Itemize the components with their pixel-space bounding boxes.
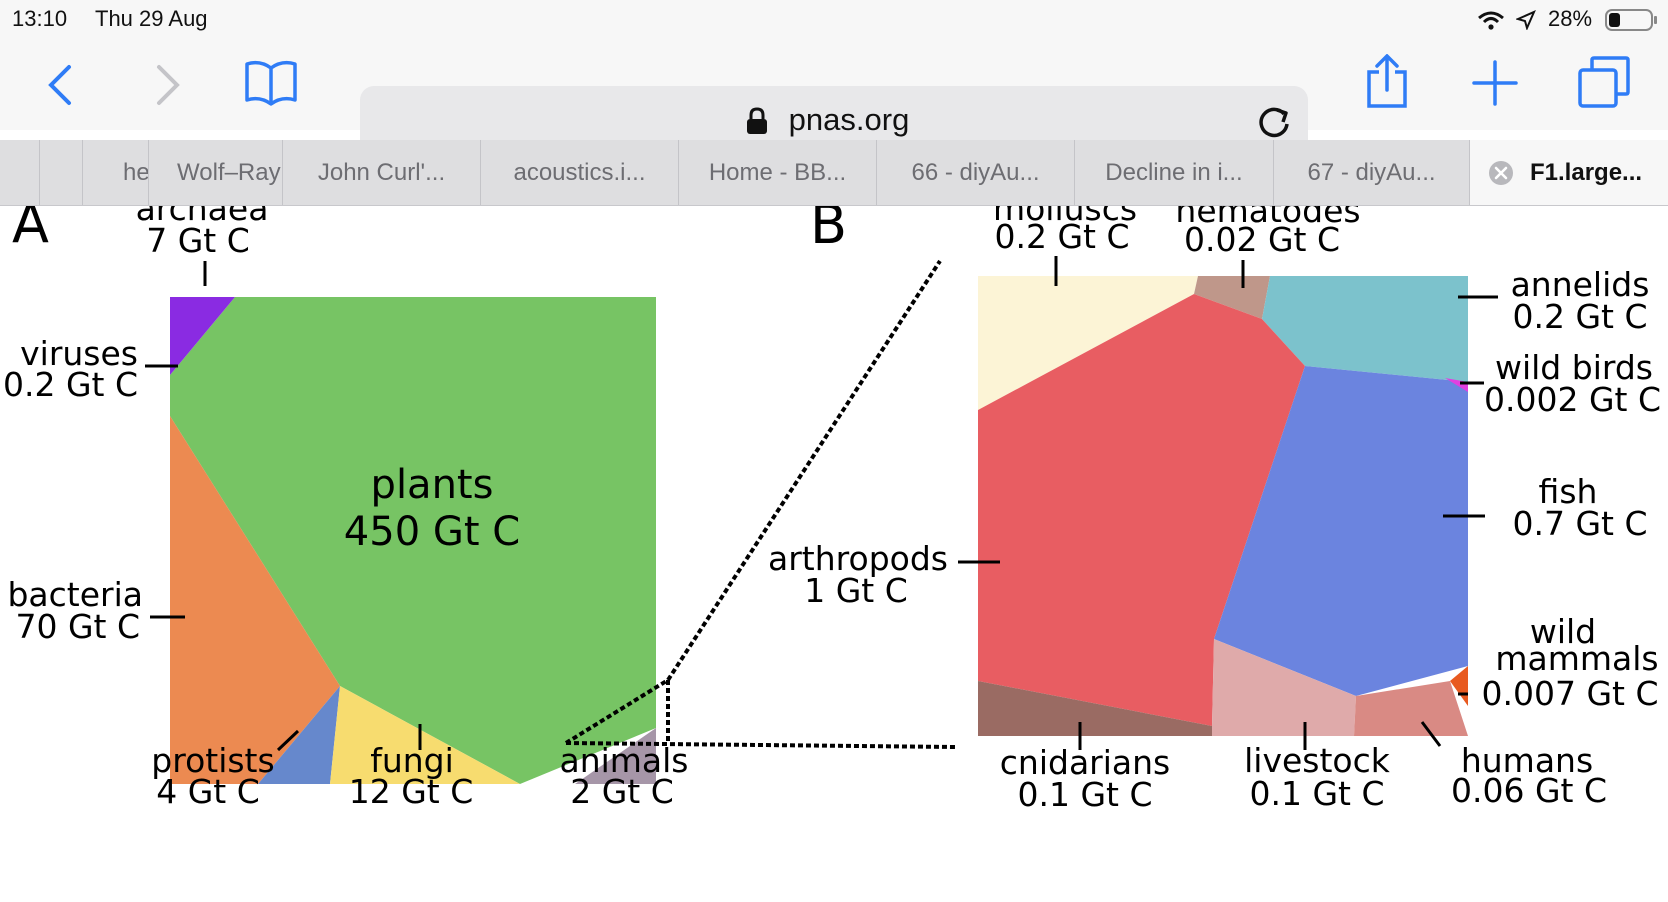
panel-a-letter: A xyxy=(12,206,49,255)
url-text: pnas.org xyxy=(788,102,910,137)
panel-b-letter: B xyxy=(810,206,847,256)
value-wild-birds: 0.002 Gt C xyxy=(1484,380,1661,419)
value-archaea: 7 Gt C xyxy=(146,221,250,260)
bookmarks-icon[interactable] xyxy=(244,58,298,106)
value-protists: 4 Gt C xyxy=(156,772,260,811)
tab-strip: he Wolf–Ray John Curl'... acoustics.i...… xyxy=(0,140,1668,206)
label-archaea: archaea xyxy=(136,206,269,228)
lock-icon xyxy=(747,107,767,134)
tab-label: he xyxy=(123,159,149,186)
label-annelids: annelids xyxy=(1511,265,1650,304)
cnidarians-region xyxy=(978,681,1222,736)
tab-label: John Curl'... xyxy=(317,159,446,186)
tab-item[interactable]: Home - BB... xyxy=(679,140,877,205)
location-arrow-icon xyxy=(1516,10,1536,30)
value-viruses: 0.2 Gt C xyxy=(3,365,138,404)
zoom-lines xyxy=(564,259,956,749)
tab-label: Decline in i... xyxy=(1105,159,1243,186)
share-icon[interactable] xyxy=(1366,54,1408,108)
label-arthropods: arthropods xyxy=(768,539,948,578)
tab-label: Wolf–Ray xyxy=(177,159,281,186)
livestock-region xyxy=(1212,639,1356,736)
biomass-figure: A B archaea 7 Gt C viruses 0.2 Gt C bact… xyxy=(3,206,1661,814)
nematodes-region xyxy=(1194,276,1270,319)
archaea-region xyxy=(170,297,235,375)
label-cnidarians: cnidarians xyxy=(1000,743,1170,782)
tab-item-active[interactable]: F1.large... xyxy=(1470,140,1668,205)
battery-percent: 28% xyxy=(1548,6,1593,31)
status-bar: 13:10 Thu 29 Aug 28% xyxy=(0,0,1668,38)
tab-label: 66 - diyAu... xyxy=(911,159,1040,186)
value-cnidarians: 0.1 Gt C xyxy=(1017,775,1152,814)
tab-item[interactable] xyxy=(40,140,83,205)
value-nematodes: 0.02 Gt C xyxy=(1184,220,1340,259)
label-wild-birds: wild birds xyxy=(1495,348,1653,387)
tab-item[interactable]: Decline in i... xyxy=(1075,140,1274,205)
label-plants: plants xyxy=(371,462,494,508)
label-humans: humans xyxy=(1461,741,1593,780)
value-fungi: 12 Gt C xyxy=(349,772,474,811)
value-molluscs: 0.2 Gt C xyxy=(994,217,1129,256)
label-fish: fish xyxy=(1539,472,1598,511)
plants-region xyxy=(170,297,656,784)
new-tab-icon[interactable] xyxy=(1472,60,1518,106)
value-wild-mammals: 0.007 Gt C xyxy=(1481,674,1658,713)
forward-icon[interactable] xyxy=(153,64,183,106)
label-wild-mammals-1: wild xyxy=(1530,612,1596,651)
wild-mammals-region xyxy=(1450,666,1468,706)
tab-item[interactable] xyxy=(8,140,40,205)
label-protists: protists xyxy=(151,741,274,780)
label-animals: animals xyxy=(559,741,688,780)
tabs-overview-icon[interactable] xyxy=(1578,56,1630,108)
fish-region xyxy=(1214,366,1468,696)
value-arthropods: 1 Gt C xyxy=(804,571,908,610)
molluscs-region xyxy=(978,276,1198,410)
back-icon[interactable] xyxy=(45,64,75,106)
animals-region xyxy=(575,728,656,784)
close-tab-icon[interactable] xyxy=(1488,160,1514,186)
value-animals: 2 Gt C xyxy=(570,772,674,811)
bacteria-region xyxy=(170,416,340,784)
value-humans: 0.06 Gt C xyxy=(1451,771,1607,810)
reload-icon[interactable] xyxy=(1256,104,1292,140)
label-nematodes: nematodes xyxy=(1175,206,1360,230)
label-molluscs: molluscs xyxy=(993,206,1137,228)
tab-item[interactable]: 66 - diyAu... xyxy=(877,140,1075,205)
label-viruses: viruses xyxy=(20,334,138,373)
value-livestock: 0.1 Gt C xyxy=(1249,774,1384,813)
status-date: Thu 29 Aug xyxy=(95,6,208,31)
leader-lines xyxy=(145,256,1498,752)
arthropods-region xyxy=(978,294,1305,726)
value-fish: 0.7 Gt C xyxy=(1512,504,1647,543)
value-plants: 450 Gt C xyxy=(344,509,520,555)
tab-label: Home - BB... xyxy=(708,159,847,186)
status-time: 13:10 xyxy=(12,6,68,31)
tab-label: acoustics.i... xyxy=(513,159,646,186)
label-fungi: fungi xyxy=(370,741,454,780)
tab-item[interactable]: 67 - diyAu... xyxy=(1274,140,1470,205)
value-bacteria: 70 Gt C xyxy=(15,607,140,646)
wifi-icon xyxy=(1478,11,1504,30)
protists-region xyxy=(258,686,340,784)
tab-item[interactable]: acoustics.i... xyxy=(481,140,679,205)
tab-label: F1.large... xyxy=(1530,159,1643,186)
value-annelids: 0.2 Gt C xyxy=(1512,297,1647,336)
battery-icon xyxy=(1605,9,1657,31)
tab-label: 67 - diyAu... xyxy=(1307,159,1436,186)
humans-region xyxy=(1354,681,1468,736)
tab-item[interactable]: Wolf–Ray xyxy=(149,140,283,205)
label-livestock: livestock xyxy=(1244,741,1391,780)
fungi-region xyxy=(330,686,520,784)
browser-toolbar: pnas.org xyxy=(0,38,1668,157)
label-wild-mammals-2: mammals xyxy=(1495,639,1658,678)
label-bacteria: bacteria xyxy=(7,575,143,614)
annelids-region xyxy=(1262,276,1468,382)
tab-item[interactable]: he xyxy=(83,140,149,205)
tab-item[interactable]: John Curl'... xyxy=(283,140,481,205)
